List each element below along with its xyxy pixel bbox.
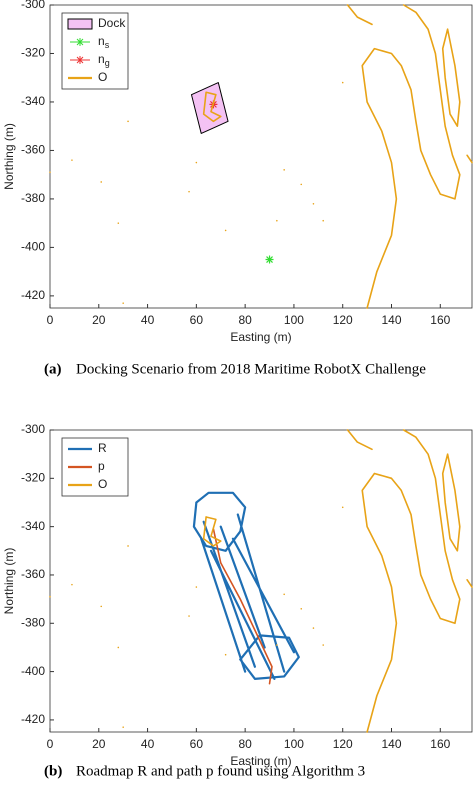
line <box>49 4 473 309</box>
x-tick-label: 140 <box>381 313 401 327</box>
y-axis-label: Northing (m) <box>2 548 16 615</box>
caption-label: (a) <box>44 361 62 377</box>
legend-label: p <box>98 459 105 473</box>
x-tick-label: 80 <box>238 313 252 327</box>
legend-swatch <box>70 56 90 64</box>
x-tick-label: 60 <box>190 737 204 751</box>
y-tick-label: -360 <box>21 567 45 581</box>
y-tick-label: -360 <box>21 143 45 157</box>
y-tick-label: -420 <box>21 288 45 302</box>
y-tick-label: -400 <box>21 240 45 254</box>
marker <box>265 255 274 264</box>
y-tick-label: -320 <box>21 470 45 484</box>
y-axis-label: Northing (m) <box>2 123 16 190</box>
caption-label: (b) <box>44 763 62 779</box>
y-tick-label: -300 <box>21 0 45 11</box>
x-tick-label: 100 <box>284 313 304 327</box>
caption: Roadmap R and path p found using Algorit… <box>76 763 365 779</box>
y-tick-label: -380 <box>21 191 45 205</box>
x-axis-label: Easting (m) <box>230 330 291 344</box>
legend-label: ng <box>98 52 110 68</box>
x-tick-label: 60 <box>190 313 204 327</box>
legend-label: Dock <box>98 16 126 30</box>
x-tick-label: 140 <box>381 737 401 751</box>
x-tick-label: 0 <box>47 737 54 751</box>
area <box>190 82 229 134</box>
chart: 0 20 40 60 80 100 120 140 160 -420 -400 -380 -360 -34… <box>2 422 473 779</box>
x-tick-label: 80 <box>238 737 252 751</box>
line <box>49 429 473 733</box>
x-tick-label: 20 <box>92 313 106 327</box>
y-tick-label: -340 <box>21 519 45 533</box>
y-tick-label: -400 <box>21 664 45 678</box>
x-tick-label: 40 <box>141 737 155 751</box>
x-tick-label: 20 <box>92 737 106 751</box>
legend-label: ns <box>98 34 110 50</box>
x-tick-label: 160 <box>430 737 450 751</box>
legend-swatch <box>70 38 90 46</box>
legend-swatch <box>67 18 93 30</box>
y-tick-label: -420 <box>21 712 45 726</box>
x-tick-label: 0 <box>47 313 54 327</box>
legend-label: O <box>98 70 107 84</box>
line <box>212 528 273 685</box>
x-tick-label: 40 <box>141 313 155 327</box>
y-tick-label: -300 <box>21 422 45 436</box>
y-tick-label: -340 <box>21 94 45 108</box>
x-axis-label: Easting (m) <box>230 754 291 768</box>
legend-label: O <box>98 477 107 491</box>
x-tick-label: 120 <box>333 737 353 751</box>
x-tick-label: 160 <box>430 313 450 327</box>
x-tick-label: 100 <box>284 737 304 751</box>
x-tick-label: 120 <box>333 313 353 327</box>
chart: 0 20 40 60 80 100 120 140 160 -420 -400 -380 -360 -34… <box>2 0 473 377</box>
y-tick-label: -380 <box>21 615 45 629</box>
line <box>192 491 300 680</box>
y-tick-label: -320 <box>21 46 45 60</box>
legend-label: R <box>98 441 107 455</box>
caption: Docking Scenario from 2018 Maritime Robo… <box>76 361 426 377</box>
